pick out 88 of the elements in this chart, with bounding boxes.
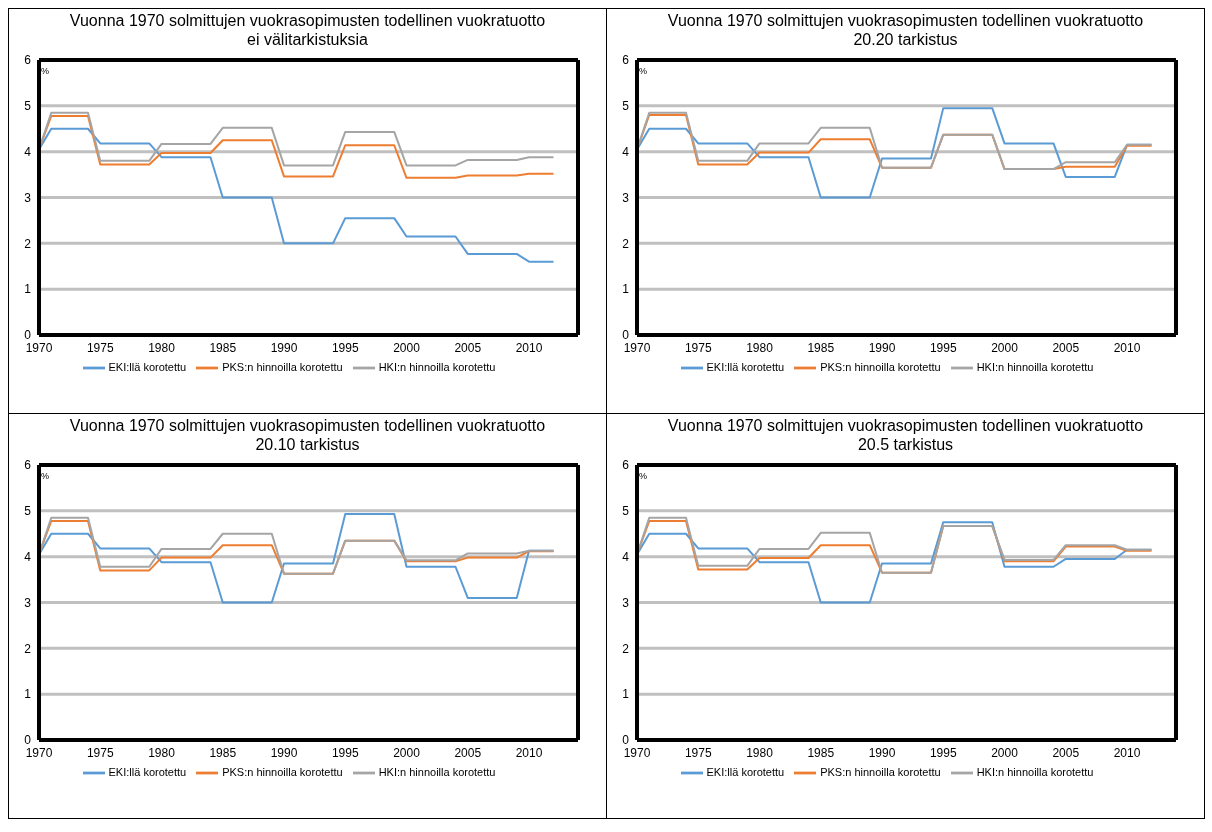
chart-title: Vuonna 1970 solmittujen vuokrasopimusten todellinen vuokratuotto [68, 11, 547, 30]
x-tick-label: 1980 [746, 340, 774, 355]
chart-subtitle: ei välitarkistuksia [246, 30, 369, 49]
legend-label: EKI:llä korotettu [108, 765, 187, 778]
x-tick-label: 2000 [991, 340, 1019, 355]
x-tick-label: 1970 [623, 745, 651, 760]
x-tick-label: 1980 [148, 340, 176, 355]
legend-label: EKI:llä korotettu [108, 360, 187, 373]
chart-title: Vuonna 1970 solmittujen vuokrasopimusten todellinen vuokratuotto [666, 11, 1145, 30]
x-tick-label: 1975 [684, 340, 712, 355]
legend-label: EKI:llä korotettu [706, 360, 785, 373]
legend-label: EKI:llä korotettu [706, 765, 785, 778]
y-tick-label: 1 [24, 282, 32, 297]
y-tick-label: 2 [622, 641, 630, 656]
y-tick-label: 3 [622, 190, 630, 205]
y-tick-label: 4 [24, 144, 32, 159]
y-tick-label: 5 [622, 99, 630, 114]
x-tick-label: 1985 [807, 745, 835, 760]
y-tick-label: 6 [622, 53, 630, 68]
y-tick-label: 2 [24, 236, 32, 251]
x-tick-label: 1970 [25, 340, 53, 355]
y-axis-title: % [40, 66, 49, 77]
x-tick-label: 2010 [515, 745, 543, 760]
legend-label: PKS:n hinnoilla korotettu [820, 765, 941, 778]
y-tick-label: 3 [622, 595, 630, 610]
y-tick-label: 5 [622, 504, 630, 519]
legend-label: PKS:n hinnoilla korotettu [820, 360, 941, 373]
x-tick-label: 1985 [807, 340, 835, 355]
x-tick-label: 1995 [331, 340, 359, 355]
x-tick-label: 2010 [1113, 340, 1141, 355]
x-tick-label: 1990 [270, 745, 298, 760]
x-tick-label: 1975 [684, 745, 712, 760]
y-tick-label: 0 [24, 328, 32, 343]
y-axis-title: % [638, 471, 647, 482]
y-tick-label: 0 [622, 328, 630, 343]
legend-label: HKI:n hinnoilla korotettu [378, 360, 496, 373]
x-tick-label: 2005 [454, 745, 482, 760]
chart-title: Vuonna 1970 solmittujen vuokrasopimusten todellinen vuokratuotto [666, 416, 1145, 435]
y-tick-label: 6 [24, 53, 32, 68]
x-tick-label: 1970 [25, 745, 53, 760]
chart-title: Vuonna 1970 solmittujen vuokrasopimusten todellinen vuokratuotto [68, 416, 547, 435]
legend-label: HKI:n hinnoilla korotettu [976, 765, 1094, 778]
x-tick-label: 1990 [868, 745, 896, 760]
x-tick-label: 2000 [393, 745, 421, 760]
x-tick-label: 1995 [929, 340, 957, 355]
y-axis-title: % [40, 471, 49, 482]
x-tick-label: 1985 [209, 745, 237, 760]
x-tick-label: 1990 [868, 340, 896, 355]
y-tick-label: 0 [622, 733, 630, 748]
chart-subtitle: 20.20 tarkistus [852, 30, 959, 49]
x-tick-label: 1975 [86, 340, 114, 355]
x-tick-label: 2010 [515, 340, 543, 355]
y-tick-label: 5 [24, 504, 32, 519]
y-tick-label: 2 [24, 641, 32, 656]
x-tick-label: 2005 [454, 340, 482, 355]
x-tick-label: 2000 [393, 340, 421, 355]
x-tick-label: 1990 [270, 340, 298, 355]
legend-label: HKI:n hinnoilla korotettu [976, 360, 1094, 373]
x-tick-label: 1975 [86, 745, 114, 760]
x-tick-label: 1970 [623, 340, 651, 355]
y-tick-label: 3 [24, 190, 32, 205]
y-tick-label: 5 [24, 99, 32, 114]
y-tick-label: 1 [24, 687, 32, 702]
y-tick-label: 6 [24, 458, 32, 473]
y-axis-title: % [638, 66, 647, 77]
y-tick-label: 6 [622, 458, 630, 473]
x-tick-label: 1995 [331, 745, 359, 760]
x-tick-label: 2000 [991, 745, 1019, 760]
y-tick-label: 1 [622, 282, 630, 297]
x-tick-label: 1980 [746, 745, 774, 760]
chart-subtitle: 20.5 tarkistus [856, 435, 955, 454]
y-tick-label: 1 [622, 687, 630, 702]
legend-label: HKI:n hinnoilla korotettu [378, 765, 496, 778]
x-tick-label: 1980 [148, 745, 176, 760]
y-tick-label: 2 [622, 236, 630, 251]
legend-label: PKS:n hinnoilla korotettu [222, 360, 343, 373]
y-tick-label: 4 [622, 144, 630, 159]
y-tick-label: 4 [622, 549, 630, 564]
x-tick-label: 2005 [1052, 745, 1080, 760]
legend-label: PKS:n hinnoilla korotettu [222, 765, 343, 778]
x-tick-label: 1985 [209, 340, 237, 355]
y-tick-label: 4 [24, 549, 32, 564]
x-tick-label: 2005 [1052, 340, 1080, 355]
x-tick-label: 1995 [929, 745, 957, 760]
y-tick-label: 0 [24, 733, 32, 748]
y-tick-label: 3 [24, 595, 32, 610]
x-tick-label: 2010 [1113, 745, 1141, 760]
chart-subtitle: 20.10 tarkistus [254, 435, 361, 454]
